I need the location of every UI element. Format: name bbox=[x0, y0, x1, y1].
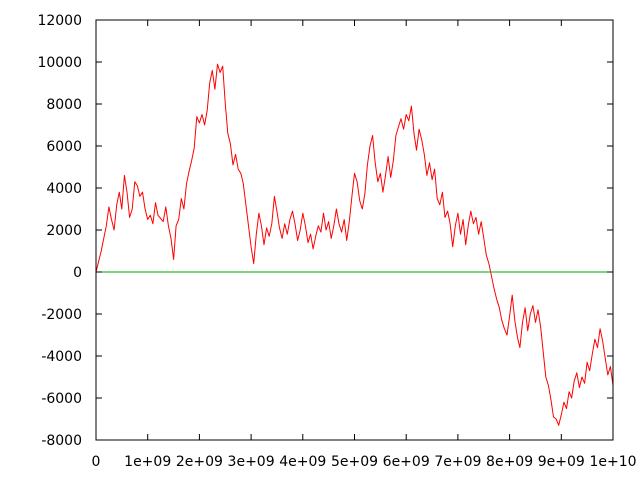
x-tick-label: 3e+09 bbox=[228, 454, 275, 470]
y-tick-label: 8000 bbox=[46, 97, 82, 113]
x-tick-label: 1e+10 bbox=[589, 454, 636, 470]
tick-labels: 12000 10000 8000 6000 4000 2000 0 -2000 -4000 -60… bbox=[37, 13, 636, 470]
series-line-red bbox=[95, 63, 614, 426]
y-tick-label: -6000 bbox=[41, 391, 82, 407]
x-tick-label: 4e+09 bbox=[279, 454, 326, 470]
y-tick-label: -8000 bbox=[41, 433, 82, 449]
x-tick-label: 0 bbox=[92, 454, 101, 470]
x-tick-label: 7e+09 bbox=[434, 454, 481, 470]
x-tick-label: 2e+09 bbox=[176, 454, 223, 470]
x-tick-label: 5e+09 bbox=[331, 454, 378, 470]
x-tick-label: 6e+09 bbox=[383, 454, 430, 470]
y-tick-label: 0 bbox=[73, 265, 82, 281]
plot-frame bbox=[95, 19, 614, 441]
y-tick-label: 6000 bbox=[46, 139, 82, 155]
y-tick-label: -4000 bbox=[41, 349, 82, 365]
y-tick-label: 4000 bbox=[46, 181, 82, 197]
y-tick-label: 10000 bbox=[37, 55, 82, 71]
y-tick-label: 2000 bbox=[46, 223, 82, 239]
series-layer bbox=[95, 63, 614, 426]
axis-layer bbox=[95, 19, 614, 441]
y-tick-label: 12000 bbox=[37, 13, 82, 29]
y-tick-label: -2000 bbox=[41, 307, 82, 323]
x-tick-label: 9e+09 bbox=[538, 454, 585, 470]
x-tick-label: 8e+09 bbox=[486, 454, 533, 470]
x-tick-label: 1e+09 bbox=[124, 454, 171, 470]
